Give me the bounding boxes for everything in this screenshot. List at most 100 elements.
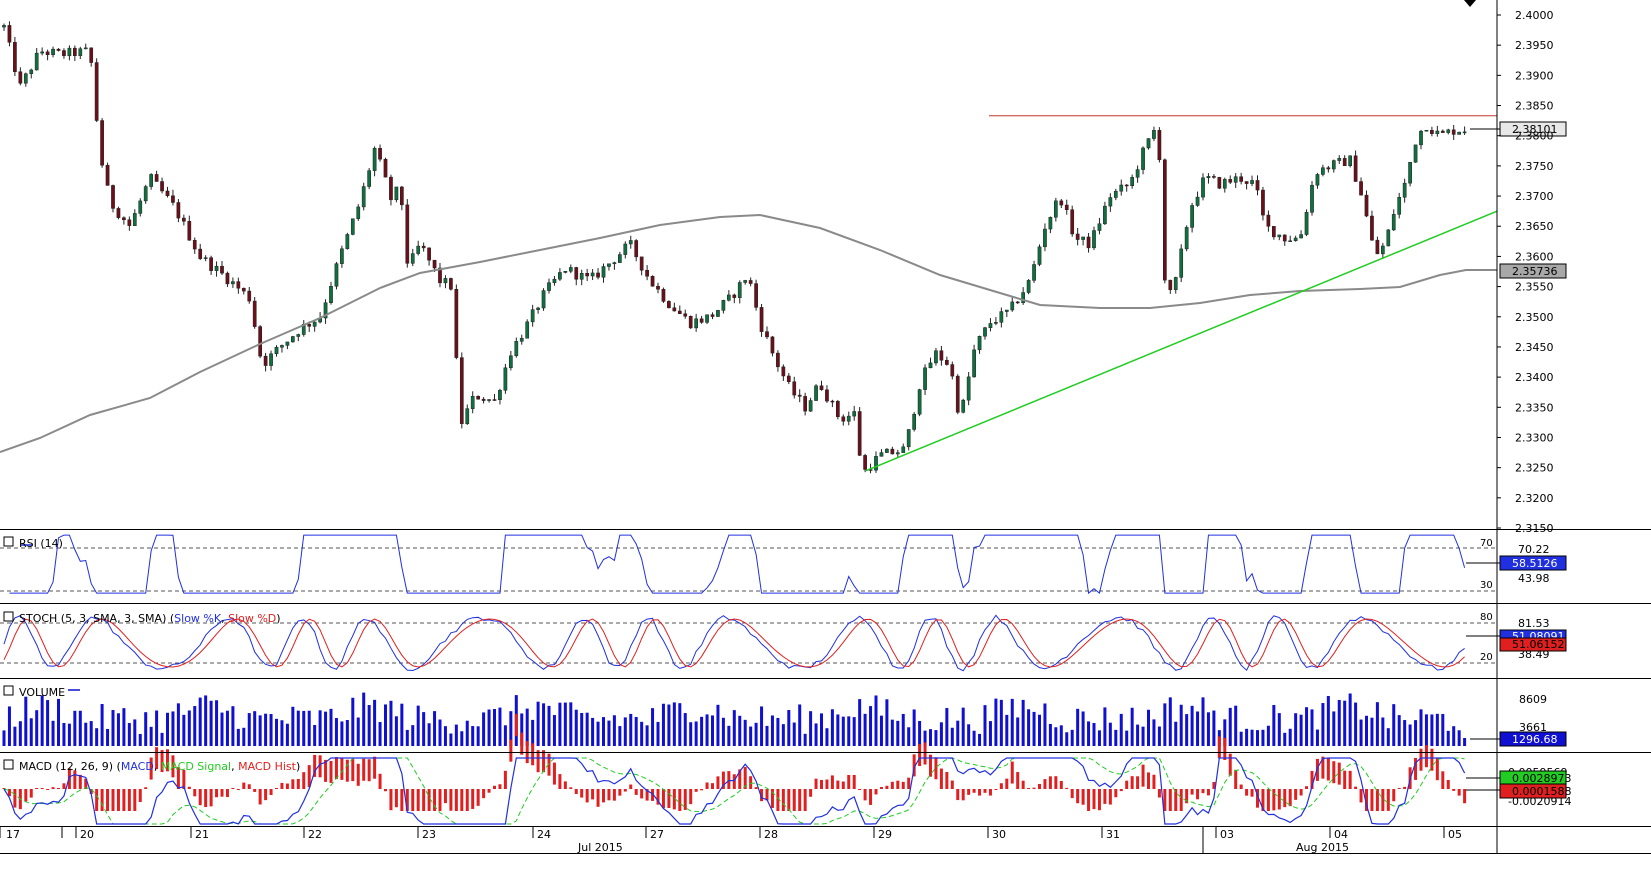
volume-bar <box>552 715 556 746</box>
stoch-close-icon[interactable] <box>3 611 14 622</box>
candle <box>1168 279 1173 294</box>
volume-bar <box>1397 715 1401 746</box>
price-panel[interactable]: 2.38101 2.35736 <box>0 21 1567 474</box>
macd-hist-bar <box>280 782 284 789</box>
volume-bar <box>40 695 44 746</box>
volume-bar <box>1419 709 1423 746</box>
macd-hist-bar <box>24 789 28 802</box>
volume-bar <box>275 718 278 746</box>
candle <box>410 248 415 267</box>
day-tick-label: 22 <box>308 828 322 841</box>
volume-bar <box>182 714 186 746</box>
rsi-line <box>9 534 1466 595</box>
volume-bar <box>1076 708 1080 746</box>
rsi-label: RSI (14) <box>19 537 63 550</box>
candle <box>1353 150 1358 182</box>
volume-bar <box>367 705 371 746</box>
candle <box>1173 276 1178 294</box>
candle <box>1364 190 1369 218</box>
volume-bar <box>1463 738 1467 746</box>
volume-bar <box>1457 730 1461 746</box>
volume-bar <box>1348 693 1352 746</box>
macd-hist-bar <box>1038 783 1041 789</box>
macd-hist-bar <box>144 787 148 789</box>
macd-hist-bar <box>983 789 987 793</box>
volume-bar <box>324 711 328 746</box>
macd-hist-bar <box>1185 789 1189 804</box>
rsi-panel[interactable]: 70 30 70.22 43.98 58.5126 <box>0 534 1567 595</box>
volume-bar <box>1059 725 1063 746</box>
macd-signal-label: MACD Signal <box>161 760 231 773</box>
volume-bar <box>1315 729 1319 746</box>
svg-text:51.06152: 51.06152 <box>1512 638 1565 651</box>
candle <box>1054 197 1058 222</box>
volume-bar <box>95 728 99 746</box>
macd-histogram <box>2 714 1467 811</box>
volume-bar <box>253 711 257 746</box>
day-tick-label: 23 <box>422 828 436 841</box>
volume-label: VOLUME <box>19 686 65 699</box>
volume-bar <box>258 715 262 746</box>
volume-bar <box>1234 705 1238 746</box>
candle <box>1446 128 1451 135</box>
price-tick-label: 2.3850 <box>1515 100 1554 113</box>
macd-hist-bar <box>329 760 333 783</box>
macd-hist-bar <box>1261 789 1265 811</box>
macd-hist-bar <box>1065 787 1069 789</box>
macd-hist-bar <box>509 739 513 762</box>
candle <box>558 268 562 281</box>
macd-close-icon[interactable] <box>3 759 14 770</box>
volume-bar <box>1108 722 1112 746</box>
macd-hist-bar <box>689 789 693 805</box>
macd-hist-bar <box>520 732 524 755</box>
candle <box>667 300 671 309</box>
candle <box>994 317 998 326</box>
candle <box>1212 174 1216 179</box>
macd-hist-bar <box>313 754 317 777</box>
rsi-close-icon[interactable] <box>3 536 14 547</box>
macd-hist-bar <box>1174 789 1178 811</box>
candle <box>1413 144 1418 163</box>
price-tick-label: 2.3550 <box>1515 281 1554 294</box>
day-tick-label: 17 <box>6 828 20 841</box>
volume-bar <box>776 717 780 746</box>
volume-bar <box>1147 709 1150 746</box>
candle <box>78 46 83 59</box>
candle <box>1304 209 1309 237</box>
candle <box>1462 126 1467 136</box>
price-tick-label: 2.3400 <box>1515 371 1554 384</box>
candle <box>105 162 110 186</box>
macd-hist-bar <box>852 774 856 789</box>
macd-hist-bar <box>46 789 50 790</box>
candle <box>1141 146 1145 175</box>
volume-bar <box>1021 699 1025 746</box>
volume-close-icon[interactable] <box>3 685 14 696</box>
candle <box>705 314 709 325</box>
candle <box>781 364 786 381</box>
candle <box>258 325 262 359</box>
volume-bar <box>765 725 769 746</box>
macd-hist-bar <box>275 788 278 789</box>
macd-hist-bar <box>400 789 404 811</box>
volume-bar <box>607 720 611 746</box>
candle <box>1064 199 1069 215</box>
macd-hist-bar <box>285 783 289 789</box>
volume-bar <box>106 728 110 746</box>
candle <box>808 397 813 412</box>
candle <box>912 412 916 432</box>
candle <box>329 281 333 305</box>
macd-hist-bar <box>1430 748 1434 771</box>
scroll-marker-icon[interactable] <box>1464 0 1476 7</box>
volume-bar <box>405 729 409 746</box>
candle <box>361 182 366 211</box>
volume-bar <box>509 711 513 746</box>
macd-legend: MACD (12, 26, 9) (MACD, MACD Signal, MAC… <box>3 759 300 773</box>
stoch-d-badge: 51.06152 <box>1499 637 1567 652</box>
candle <box>67 45 72 61</box>
volume-bar <box>1097 730 1101 746</box>
macd-label: MACD (12, 26, 9) <box>19 760 113 773</box>
